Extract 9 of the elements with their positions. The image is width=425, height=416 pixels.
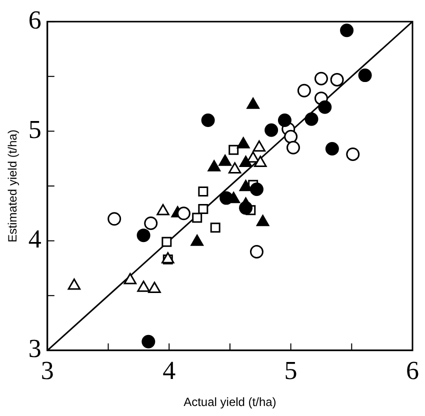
y-tick-label: 3: [28, 334, 42, 364]
y-tick-label: 5: [28, 115, 42, 144]
y-tick-label: 4: [28, 224, 42, 254]
y-axis-title: Estimated yield (t/ha): [6, 130, 20, 242]
y-tick-label: 6: [28, 5, 42, 34]
x-tick-label: 5: [284, 356, 298, 385]
x-axis-title: Actual yield (t/ha): [184, 395, 276, 410]
x-tick-label: 6: [406, 356, 419, 385]
x-tick-label: 4: [162, 356, 176, 385]
